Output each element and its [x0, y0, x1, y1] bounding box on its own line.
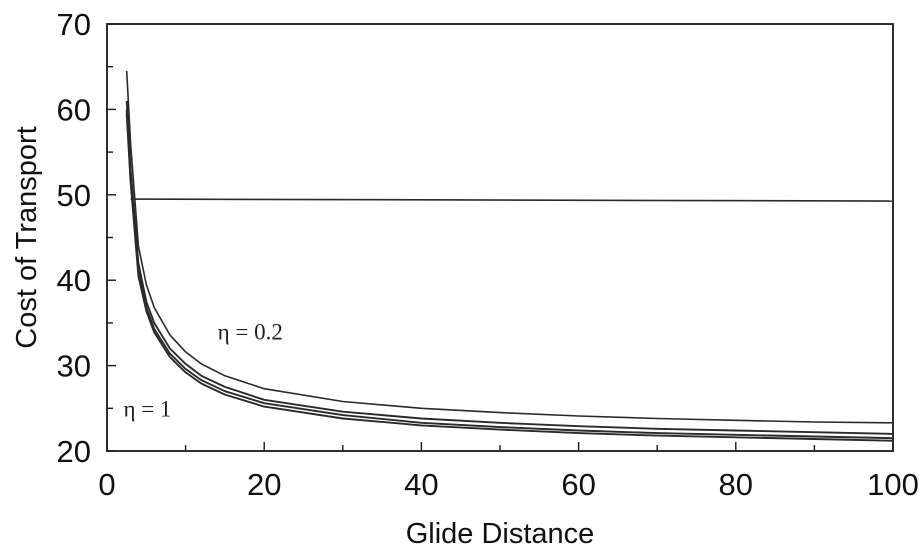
- series-line-1: [125, 70, 894, 424]
- y-tick-label: 50: [57, 178, 91, 213]
- annotation-1: η = 0.2: [218, 319, 283, 344]
- y-tick-label: 40: [57, 263, 91, 298]
- x-tick-label: 20: [247, 467, 281, 502]
- x-tick-label: 80: [719, 467, 753, 502]
- y-axis-label: Cost of Transport: [11, 126, 43, 348]
- tick-layer: [106, 23, 894, 452]
- reference-line: [130, 198, 894, 202]
- reference-line-layer: [130, 198, 894, 202]
- y-tick-label: 60: [57, 92, 91, 127]
- y-tick-label: 30: [57, 349, 91, 384]
- x-tick-label: 100: [867, 467, 919, 502]
- y-tick-label: 70: [57, 7, 91, 42]
- annotation-layer: η = 0.2 η = 1: [123, 319, 282, 421]
- series-line-3: [125, 109, 894, 440]
- x-axis-label: Glide Distance: [406, 518, 595, 550]
- series-layer: [125, 70, 894, 442]
- y-tick-label: 20: [57, 434, 91, 469]
- x-tick-label: 60: [561, 467, 595, 502]
- x-tick-label: 0: [98, 467, 115, 502]
- annotation-2: η = 1: [123, 396, 171, 421]
- series-line-4: [125, 113, 894, 442]
- x-tick-label: 40: [404, 467, 438, 502]
- series-line-2: [125, 100, 894, 435]
